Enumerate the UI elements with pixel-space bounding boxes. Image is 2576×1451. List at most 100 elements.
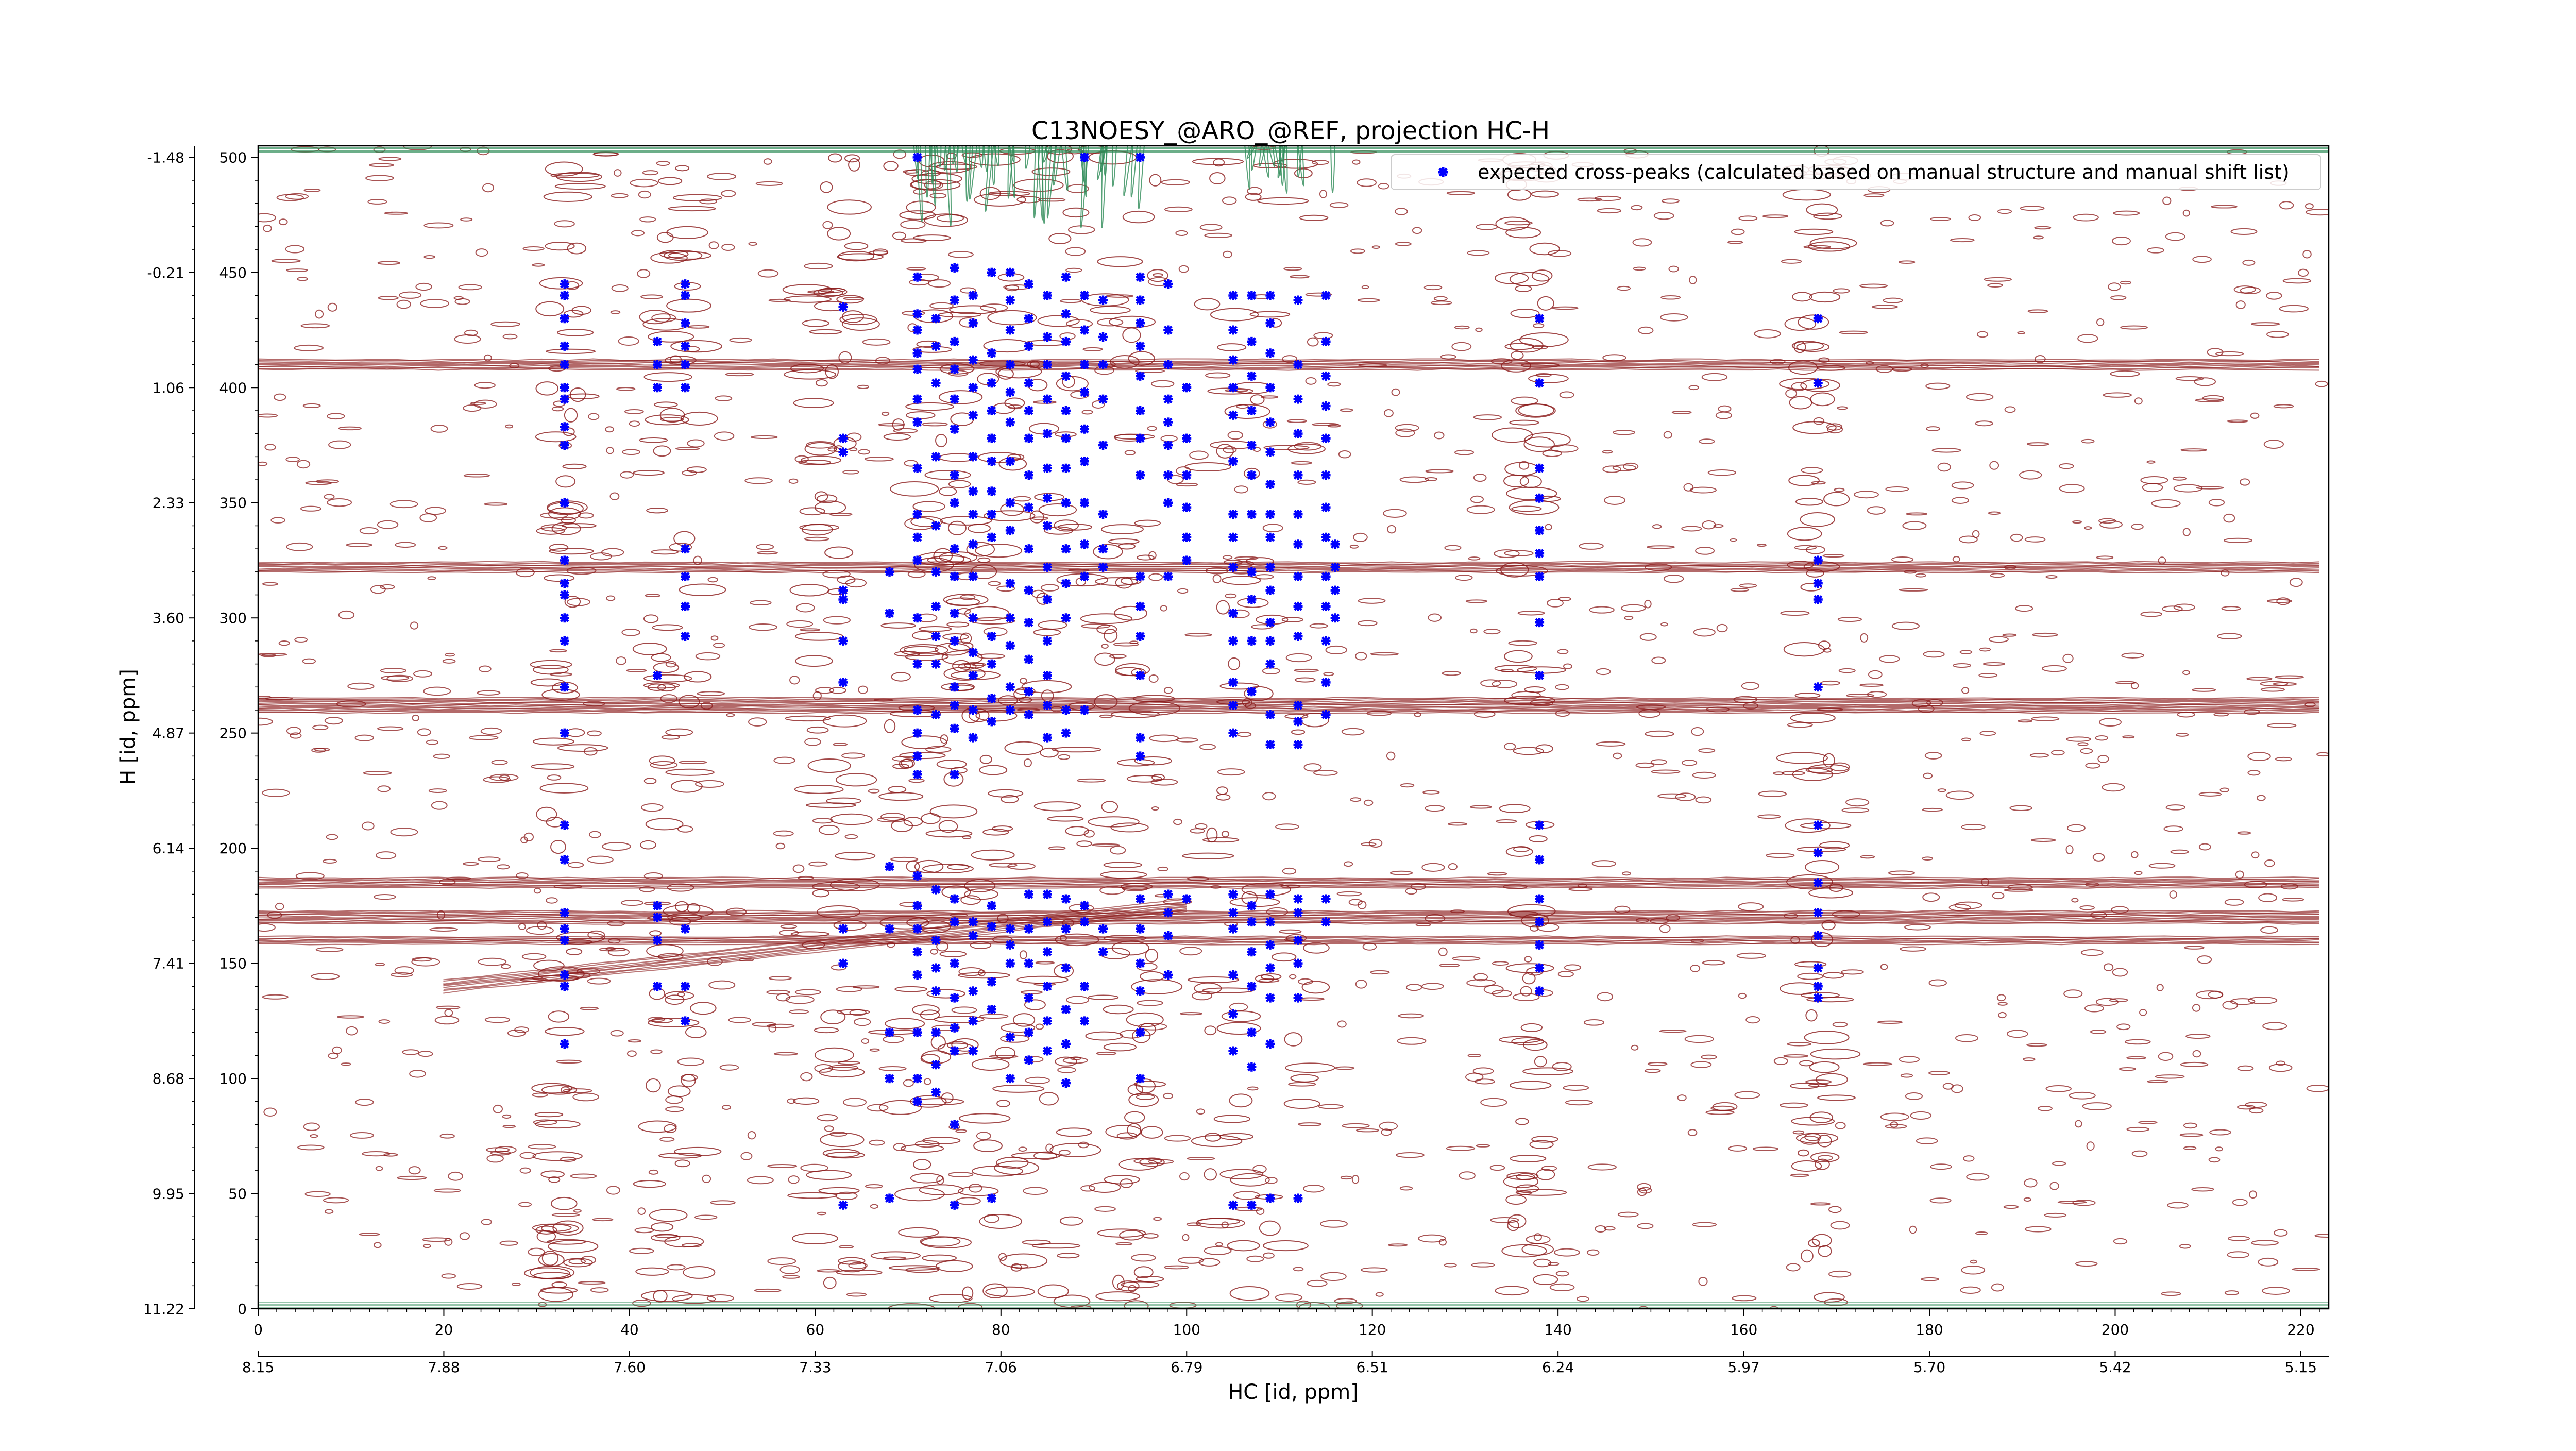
band-contour [1495,1286,1529,1296]
noise-contour [2155,1074,2185,1079]
noise-contour [1979,647,1991,652]
cross-peak-marker [1080,424,1089,434]
cross-peak-marker [560,555,569,565]
x-axis: 0 20 40 60 80 100 120 140 160 180 200 220 [253,1309,2320,1338]
noise-contour [1953,663,1972,668]
cross-peak-marker [1163,279,1173,289]
noise-contour [1988,511,2001,515]
noise-contour [899,902,922,907]
noise-contour [1091,400,1105,409]
noise-contour [610,1030,624,1037]
band-contour [650,1234,681,1242]
noise-contour [519,1152,536,1159]
noise-contour [2245,1101,2267,1108]
ridge-contour [258,880,2319,883]
band-contour [1284,1032,1303,1047]
band-contour [962,1286,974,1300]
cross-peak-marker [1024,618,1033,628]
band-contour [1137,554,1155,561]
noise-contour [1378,183,1389,190]
cross-peak-marker [652,360,662,369]
band-contour [545,241,575,251]
cross-peak-marker [1321,291,1331,300]
noise-contour [1923,772,1933,779]
noise-contour [1657,793,1687,799]
noise-contour [615,656,627,665]
band-contour [664,1124,677,1134]
band-contour [825,797,862,805]
noise-contour [1361,842,1377,847]
ridge-contour [258,935,2319,938]
noise-contour [1383,509,1407,518]
noise-contour [679,761,707,764]
noise-contour [380,668,407,674]
noise-contour [1707,469,1736,476]
noise-contour [1899,588,1928,592]
band-contour [674,1146,722,1156]
ridge-contour [258,364,2319,367]
noise-contour [2192,256,2212,263]
noise-contour [2191,1187,2214,1192]
cross-peak-marker [950,770,959,780]
noise-contour [1978,673,1998,678]
band-contour [1505,963,1554,973]
band-contour [536,527,565,535]
band-contour [674,1159,690,1168]
cross-peak-marker [1136,986,1145,996]
noise-contour [1381,1128,1392,1136]
band-contour [645,1078,661,1093]
noise-contour [1442,671,1461,676]
band-contour [653,445,671,457]
cross-peak-marker [1228,889,1238,899]
cross-peak-marker [1061,705,1071,715]
cross-peak-marker [1080,539,1089,549]
cross-peak-marker [1265,963,1275,973]
noise-contour [861,1038,870,1044]
band-contour [971,849,1015,861]
noise-contour [634,1227,654,1234]
noise-contour [1867,506,1886,515]
noise-contour [1586,1249,1600,1256]
noise-contour [773,1052,798,1056]
noise-contour [2027,309,2048,313]
noise-contour [1915,573,1926,578]
noise-contour [1357,178,1377,187]
noise-contour [1204,1246,1232,1255]
noise-contour [1057,1067,1077,1073]
band-contour [684,671,712,683]
noise-contour [296,460,311,469]
band-contour [1216,786,1228,795]
cross-peak-marker [885,862,894,871]
noise-contour [1988,636,2009,643]
band-contour [1065,826,1089,836]
cross-peak-marker [950,958,959,968]
noise-contour [1425,469,1454,474]
band-contour [651,653,671,662]
noise-contour [1900,1073,1913,1078]
noise-contour [499,774,510,781]
noise-contour [2146,460,2156,464]
ridge-contour [258,562,2319,565]
noise-contour [1066,996,1089,1004]
noise-contour [621,628,640,636]
band-contour [1520,986,1532,997]
noise-contour [1190,828,1206,834]
noise-contour [1152,273,1164,277]
noise-contour [433,1188,461,1193]
cross-peak-marker [1061,613,1071,623]
noise-contour [2077,742,2089,746]
cross-peak-marker [681,924,690,934]
noise-contour [1247,1086,1259,1091]
ridge-contour [258,939,2319,942]
noise-contour [592,1218,614,1222]
noise-contour [1355,980,1367,989]
noise-contour [408,1166,421,1175]
noise-contour [2233,285,2256,294]
noise-contour [1163,1092,1173,1100]
band-contour [814,491,828,502]
noise-contour [1966,1173,1990,1181]
noise-contour [1639,633,1657,641]
noise-contour [2258,893,2278,903]
noise-contour [721,190,736,197]
noise-contour [463,474,490,478]
